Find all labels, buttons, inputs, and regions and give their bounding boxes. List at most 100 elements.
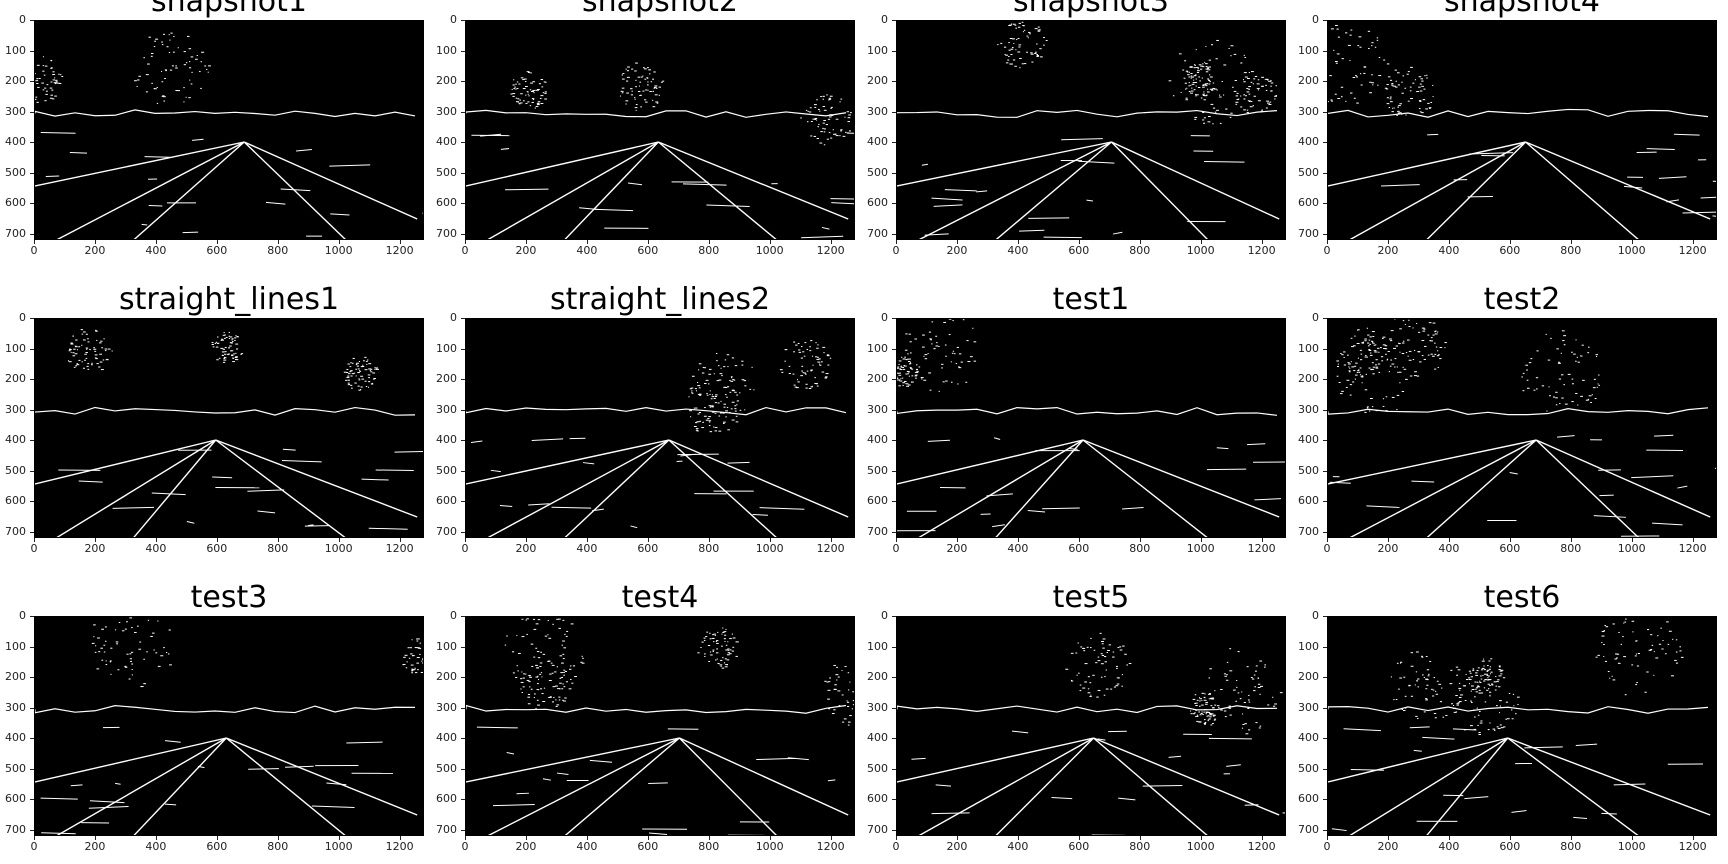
x-tick-label: 800 (1129, 840, 1151, 853)
edge-pixels (35, 329, 423, 537)
y-tick-label: 700 (867, 226, 888, 240)
y-tick-mark (1323, 738, 1327, 740)
x-tick-label: 800 (267, 542, 289, 555)
x-tick-label: 1200 (1678, 542, 1707, 555)
edge-image (465, 616, 855, 836)
y-tick-mark (892, 379, 896, 381)
y-tick-mark (30, 409, 34, 411)
image-panel: test2 0 100 200 300 400 500 600 700 0 200 400 600 800… (1298, 282, 1717, 558)
panel-title: snapshot4 (1444, 0, 1600, 19)
y-tick-label: 200 (1298, 372, 1319, 386)
x-tick-mark (1692, 538, 1694, 542)
y-tick-label: 400 (1298, 135, 1319, 149)
y-tick-label: 600 (436, 494, 457, 508)
y-tick-label: 300 (436, 104, 457, 118)
x-tick-mark (525, 538, 527, 542)
x-tick-mark (1139, 240, 1141, 244)
x-tick-label: 400 (1007, 244, 1029, 257)
y-tick-label: 600 (867, 792, 888, 806)
y-tick-label: 500 (436, 761, 457, 775)
y-tick-mark (461, 768, 465, 770)
x-tick-mark (1448, 538, 1450, 542)
edge-pixels (466, 618, 854, 835)
edge-image (465, 20, 855, 240)
y-tick-mark (1323, 50, 1327, 52)
x-tick-mark (1631, 240, 1633, 244)
y-tick-label: 300 (867, 402, 888, 416)
y-tick-label: 300 (867, 700, 888, 714)
x-tick-label: 400 (576, 840, 598, 853)
edge-pixels (1328, 319, 1716, 537)
y-tick-mark (1323, 440, 1327, 442)
y-tick-label: 400 (1298, 433, 1319, 447)
x-tick-label: 800 (1129, 542, 1151, 555)
y-tick-label: 200 (867, 670, 888, 684)
x-tick-label: 1000 (1186, 542, 1215, 555)
edge-pixels (466, 340, 849, 537)
x-tick-mark (1261, 240, 1263, 244)
image-panel: snapshot3 0 100 200 300 400 500 600 700 0 200 400 60… (867, 0, 1286, 260)
x-tick-mark (769, 240, 771, 244)
x-tick-mark (1387, 538, 1389, 542)
y-tick-mark (892, 501, 896, 503)
y-tick-mark (892, 409, 896, 411)
x-tick-mark (956, 538, 958, 542)
x-tick-mark (277, 538, 279, 542)
x-tick-label: 1200 (816, 244, 845, 257)
image-panel: straight_lines2 0 100 200 300 400 500 600 700 0 20… (436, 282, 855, 558)
x-tick-mark (896, 240, 897, 244)
edge-image (1327, 318, 1717, 538)
y-tick-label: 700 (867, 822, 888, 836)
y-tick-label: 300 (1298, 402, 1319, 416)
y-tick-mark (1323, 172, 1327, 174)
y-tick-mark (461, 501, 465, 503)
x-tick-label: 800 (698, 244, 720, 257)
y-tick-mark (461, 20, 465, 21)
x-tick-label: 1000 (324, 542, 353, 555)
x-tick-mark (769, 538, 771, 542)
y-tick-mark (30, 111, 34, 113)
y-tick-label: 100 (1298, 341, 1319, 355)
y-tick-label: 100 (867, 639, 888, 653)
x-tick-label: 200 (946, 542, 968, 555)
x-tick-label: 400 (145, 244, 167, 257)
y-tick-mark (461, 646, 465, 648)
y-tick-label: 200 (5, 670, 26, 684)
x-tick-mark (708, 836, 710, 840)
x-tick-label: 1000 (1186, 840, 1215, 853)
x-tick-mark (1200, 538, 1202, 542)
y-tick-label: 0 (881, 609, 888, 622)
y-tick-mark (30, 172, 34, 174)
x-tick-label: 200 (84, 244, 106, 257)
x-tick-mark (155, 538, 157, 542)
edge-image (896, 616, 1286, 836)
x-tick-mark (1017, 240, 1019, 244)
panel-title: straight_lines1 (118, 282, 340, 317)
x-tick-label: 600 (1068, 244, 1090, 257)
y-tick-mark (892, 172, 896, 174)
y-tick-label: 0 (19, 13, 26, 26)
y-tick-mark (892, 738, 896, 740)
y-tick-mark (461, 379, 465, 381)
y-tick-label: 700 (1298, 822, 1319, 836)
x-tick-label: 800 (1560, 840, 1582, 853)
x-tick-mark (465, 240, 466, 244)
x-tick-label: 1200 (385, 244, 414, 257)
x-tick-mark (647, 240, 649, 244)
y-tick-mark (892, 111, 896, 113)
image-panel: test4 0 100 200 300 400 500 600 700 0 200 400 600 800… (436, 580, 855, 856)
x-tick-label: 1200 (1247, 542, 1276, 555)
edge-image (1327, 20, 1717, 240)
x-tick-mark (1200, 836, 1202, 840)
x-tick-label: 600 (637, 244, 659, 257)
y-tick-mark (461, 470, 465, 472)
y-tick-label: 200 (5, 74, 26, 88)
y-tick-label: 500 (436, 165, 457, 179)
y-tick-label: 500 (436, 463, 457, 477)
x-tick-mark (338, 538, 340, 542)
x-tick-label: 200 (946, 244, 968, 257)
y-tick-mark (1323, 646, 1327, 648)
x-tick-label: 600 (206, 542, 228, 555)
y-tick-label: 400 (5, 433, 26, 447)
y-tick-label: 400 (1298, 731, 1319, 745)
